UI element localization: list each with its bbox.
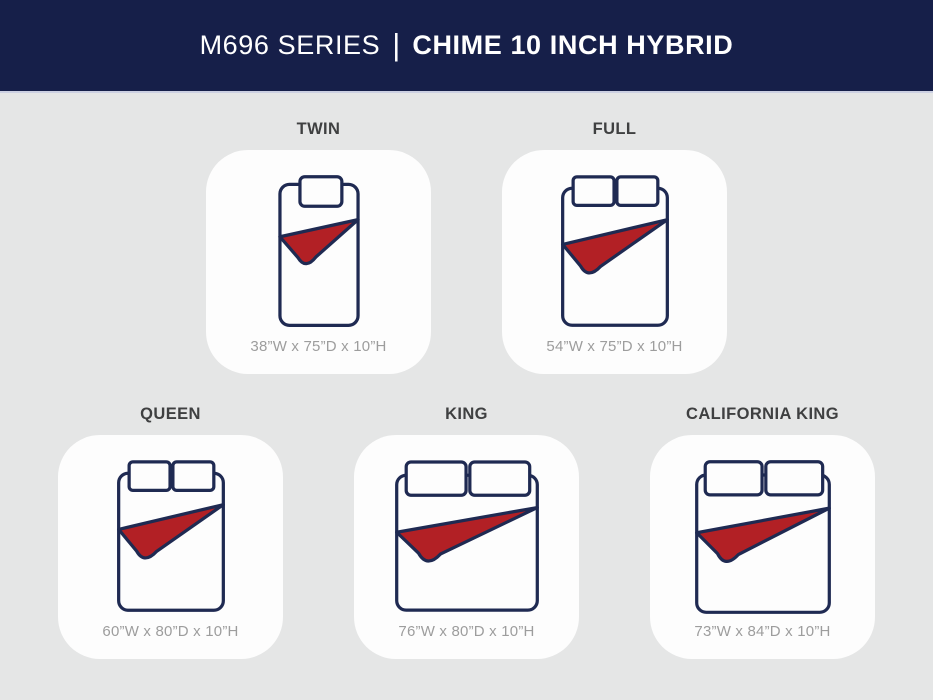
pillow-icon: [127, 460, 172, 492]
size-card-queen: 60”W x 80”D x 10”H: [58, 435, 283, 659]
size-row-top: TWIN 38”W x 75”D x 10”H FULL: [206, 120, 727, 374]
size-dimensions-twin: 38”W x 75”D x 10”H: [250, 338, 387, 355]
size-row-bottom: QUEEN 60”W x 80”D x 10”H KING: [58, 405, 875, 659]
pillow-icon: [703, 460, 764, 497]
size-label-full: FULL: [592, 120, 637, 138]
size-card-twin: 38”W x 75”D x 10”H: [206, 150, 431, 374]
bed-top-view-icon: [560, 175, 669, 327]
pillow-icon: [297, 175, 343, 208]
pillow-icon: [170, 460, 215, 492]
pillow-icon: [467, 460, 531, 497]
pillow-icon: [614, 175, 659, 207]
size-label-king: KING: [445, 405, 488, 423]
bed-top-view-icon: [394, 460, 539, 612]
bed-top-view-icon: [277, 175, 360, 327]
size-group-twin: TWIN 38”W x 75”D x 10”H: [206, 120, 431, 374]
blanket-icon: [116, 503, 225, 560]
size-label-twin: TWIN: [296, 120, 341, 138]
title-divider: |: [392, 26, 401, 62]
size-dimensions-full: 54”W x 75”D x 10”H: [546, 338, 683, 355]
size-label-california-king: CALIFORNIA KING: [686, 405, 839, 423]
size-label-queen: QUEEN: [140, 405, 201, 423]
bed-top-view-icon: [116, 460, 225, 612]
pillow-icon: [571, 175, 616, 207]
size-grid: TWIN 38”W x 75”D x 10”H FULL: [0, 93, 933, 659]
bed-top-view-icon: [694, 460, 831, 614]
size-group-queen: QUEEN 60”W x 80”D x 10”H: [58, 405, 283, 659]
size-group-california-king: CALIFORNIA KING 73”W x 84”D x 10”H: [650, 405, 875, 659]
series-title: M696 SERIES: [199, 30, 381, 60]
pillow-icon: [404, 460, 468, 497]
blanket-icon: [560, 218, 669, 275]
pillow-icon: [763, 460, 824, 497]
size-card-full: 54”W x 75”D x 10”H: [502, 150, 727, 374]
size-group-king: KING 76”W x 80”D x 10”H: [354, 405, 579, 659]
product-title: CHIME 10 INCH HYBRID: [412, 30, 734, 60]
header-banner: M696 SERIES | CHIME 10 INCH HYBRID: [0, 0, 933, 93]
blanket-icon: [277, 218, 360, 266]
size-card-king: 76”W x 80”D x 10”H: [354, 435, 579, 659]
size-group-full: FULL 54”W x 75”D x 10”H: [502, 120, 727, 374]
blanket-icon: [394, 505, 539, 563]
size-dimensions-king: 76”W x 80”D x 10”H: [398, 623, 535, 640]
size-dimensions-california-king: 73”W x 84”D x 10”H: [694, 623, 831, 640]
blanket-icon: [694, 506, 831, 564]
size-dimensions-queen: 60”W x 80”D x 10”H: [102, 623, 239, 640]
size-card-california-king: 73”W x 84”D x 10”H: [650, 435, 875, 659]
